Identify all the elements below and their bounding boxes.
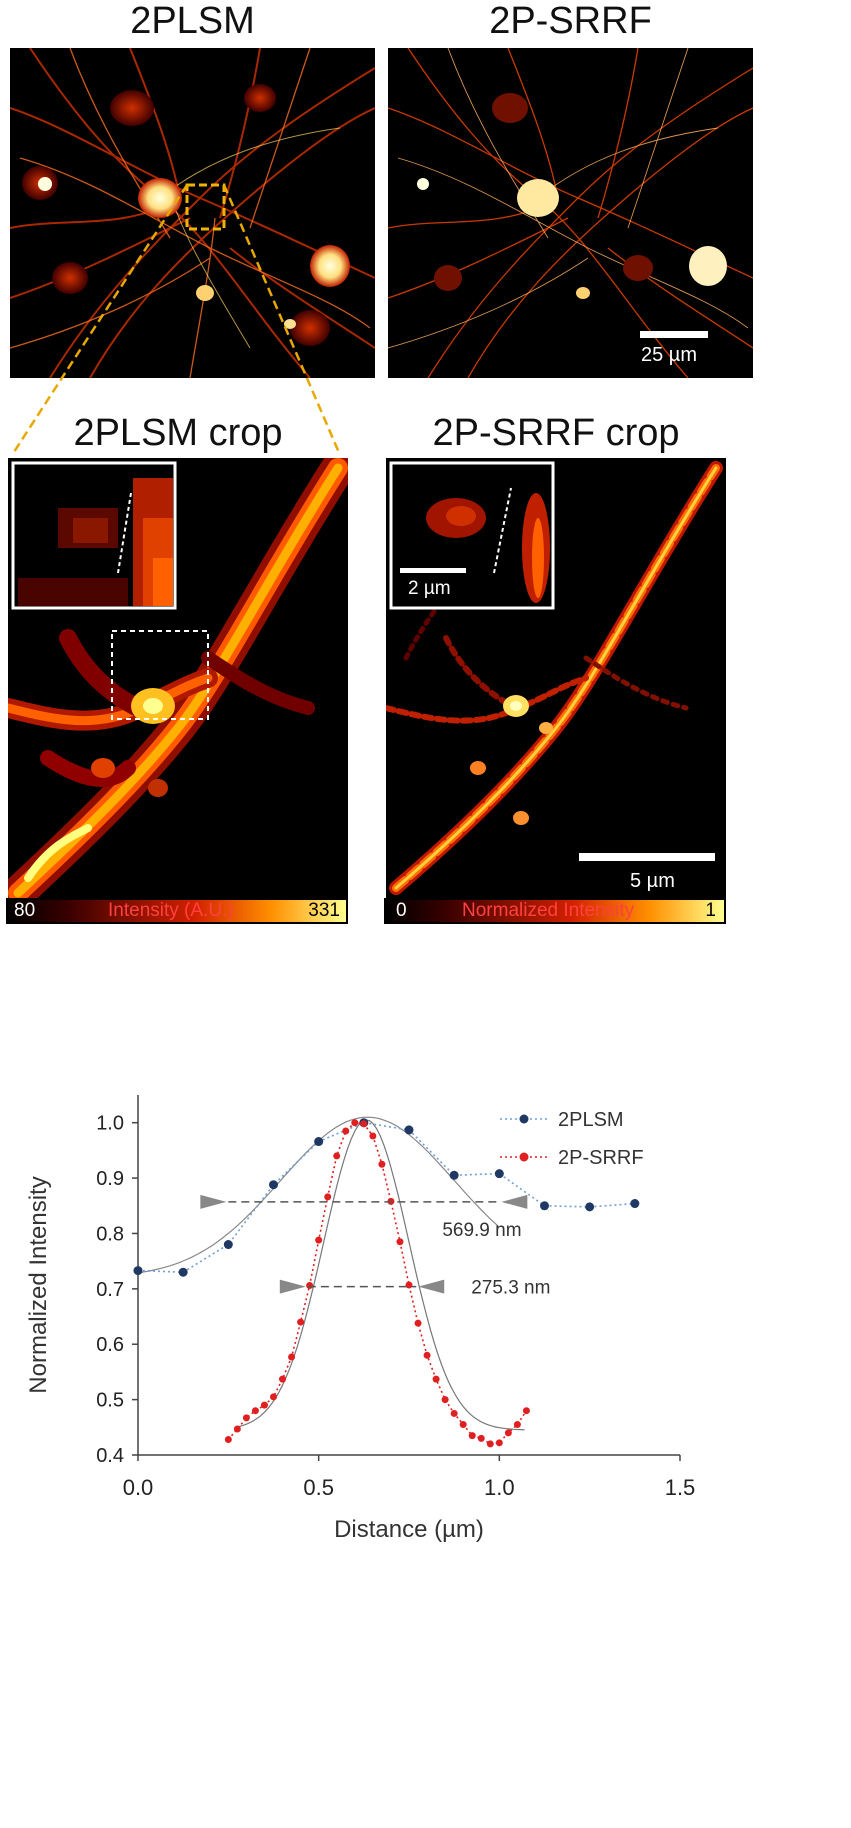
data-point-2plsm bbox=[585, 1202, 595, 1212]
y-tick-label: 0.8 bbox=[96, 1223, 124, 1245]
series-line-2psrrf bbox=[227, 1121, 528, 1445]
series-line-2plsm bbox=[137, 1121, 635, 1274]
data-point-2psrrf bbox=[504, 1429, 512, 1437]
data-point-2psrrf bbox=[378, 1160, 386, 1168]
data-point-2psrrf bbox=[333, 1152, 341, 1160]
colorbar-left-max: 331 bbox=[308, 900, 340, 921]
data-point-2psrrf bbox=[351, 1119, 359, 1127]
image-2plsm bbox=[10, 48, 375, 378]
data-point-2psrrf bbox=[396, 1238, 404, 1246]
data-point-2psrrf bbox=[495, 1439, 503, 1447]
inset-2plsm bbox=[11, 461, 177, 610]
data-point-2psrrf bbox=[270, 1393, 277, 1401]
data-point-2psrrf bbox=[423, 1351, 431, 1359]
y-tick-label: 0.5 bbox=[96, 1390, 124, 1412]
colorbar-intensity: 80 Intensity (A.U.) 331 bbox=[6, 898, 348, 924]
data-point-2psrrf bbox=[288, 1353, 296, 1361]
image-2plsm-crop bbox=[8, 458, 348, 898]
x-tick-label: 1.5 bbox=[665, 1475, 696, 1500]
colorbar-right-label: Normalized Intensity bbox=[462, 900, 635, 921]
scalebar-top-label: 25 µm bbox=[641, 344, 697, 366]
data-point-2psrrf bbox=[369, 1132, 377, 1140]
data-point-2plsm bbox=[133, 1266, 143, 1276]
data-point-2psrrf bbox=[486, 1440, 494, 1448]
data-point-2psrrf bbox=[242, 1414, 250, 1422]
data-point-2psrrf bbox=[450, 1409, 458, 1417]
scalebar-crop bbox=[579, 853, 715, 861]
data-point-2plsm bbox=[404, 1125, 414, 1135]
x-axis-title: Distance (µm) bbox=[334, 1516, 484, 1543]
data-point-2plsm bbox=[314, 1137, 324, 1147]
data-point-2plsm bbox=[540, 1201, 549, 1211]
legend-marker bbox=[519, 1114, 529, 1124]
data-point-2psrrf bbox=[279, 1375, 287, 1383]
colorbar-left-label: Intensity (A.U.) bbox=[108, 900, 234, 921]
data-point-2plsm bbox=[494, 1169, 504, 1179]
image-2psrrf: 25 µm bbox=[388, 48, 753, 378]
title-2psrrf-crop: 2P-SRRF crop bbox=[432, 412, 680, 454]
fwhm-arrow-left bbox=[279, 1279, 306, 1294]
data-point-2psrrf bbox=[297, 1318, 305, 1326]
colorbar-normalized: 0 Normalized Intensity 1 bbox=[384, 898, 726, 924]
data-point-2psrrf bbox=[441, 1396, 449, 1404]
scalebar-inset bbox=[400, 568, 466, 573]
fwhm-label: 275.3 nm bbox=[471, 1278, 550, 1299]
x-tick-label: 0.0 bbox=[123, 1475, 154, 1500]
data-point-2plsm bbox=[178, 1267, 188, 1277]
data-point-2plsm bbox=[449, 1170, 459, 1180]
data-point-2psrrf bbox=[459, 1421, 467, 1429]
data-point-2psrrf bbox=[477, 1434, 485, 1442]
data-point-2psrrf bbox=[224, 1435, 232, 1443]
scalebar-inset-label: 2 µm bbox=[408, 578, 451, 599]
legend-marker bbox=[519, 1152, 529, 1162]
data-point-2psrrf bbox=[405, 1281, 413, 1289]
data-point-2plsm bbox=[269, 1180, 278, 1190]
x-tick-label: 1.0 bbox=[484, 1475, 515, 1500]
zoom-connector-lines bbox=[10, 184, 342, 456]
y-axis-title: Normalized Intensity bbox=[25, 1176, 52, 1393]
data-point-2psrrf bbox=[522, 1407, 530, 1415]
data-point-2psrrf bbox=[342, 1127, 350, 1135]
legend-label: 2P-SRRF bbox=[558, 1147, 644, 1169]
data-point-2psrrf bbox=[306, 1282, 314, 1290]
data-point-2psrrf bbox=[468, 1432, 476, 1440]
fwhm-arrow-right bbox=[418, 1279, 445, 1294]
y-tick-label: 0.4 bbox=[96, 1445, 124, 1467]
scalebar-crop-label: 5 µm bbox=[630, 870, 675, 892]
fit-curve-2psrrf bbox=[235, 1119, 525, 1431]
data-point-2psrrf bbox=[414, 1319, 422, 1327]
x-tick-label: 0.5 bbox=[303, 1475, 334, 1500]
intensity-profile-chart: 0.4 0.5 0.6 0.7 0.8 0.9 1.0 0.0 0.5 1.0 1.5 Distanc… bbox=[0, 1085, 851, 1823]
scalebar-top bbox=[640, 331, 708, 338]
title-2psrrf: 2P-SRRF bbox=[489, 0, 652, 42]
data-point-2psrrf bbox=[324, 1193, 332, 1201]
data-point-2psrrf bbox=[233, 1425, 241, 1433]
y-tick-label: 1.0 bbox=[96, 1113, 124, 1135]
colorbar-left-min: 80 bbox=[14, 900, 36, 921]
fwhm-arrow-left bbox=[200, 1194, 227, 1209]
colorbar-right-min: 0 bbox=[396, 900, 407, 921]
fwhm-label: 569.9 nm bbox=[442, 1220, 521, 1241]
inset-2psrrf bbox=[389, 461, 555, 610]
legend-label: 2PLSM bbox=[558, 1109, 624, 1131]
image-2psrrf-crop: 2 µm 5 µm bbox=[386, 458, 726, 898]
colorbar-right-max: 1 bbox=[705, 900, 716, 921]
data-point-2psrrf bbox=[251, 1407, 259, 1415]
data-point-2psrrf bbox=[513, 1421, 521, 1429]
data-point-2psrrf bbox=[260, 1401, 268, 1409]
y-tick-label: 0.6 bbox=[96, 1334, 124, 1356]
fwhm-arrow-right bbox=[501, 1194, 528, 1209]
y-tick-label: 0.7 bbox=[96, 1279, 124, 1301]
data-point-2plsm bbox=[223, 1240, 233, 1250]
title-2plsm-crop: 2PLSM crop bbox=[73, 412, 283, 454]
y-tick-label: 0.9 bbox=[96, 1168, 124, 1190]
title-2plsm: 2PLSM bbox=[130, 0, 255, 42]
data-point-2psrrf bbox=[315, 1236, 323, 1244]
data-point-2psrrf bbox=[432, 1375, 440, 1383]
data-point-2plsm bbox=[630, 1199, 640, 1209]
data-point-2psrrf bbox=[360, 1120, 368, 1128]
